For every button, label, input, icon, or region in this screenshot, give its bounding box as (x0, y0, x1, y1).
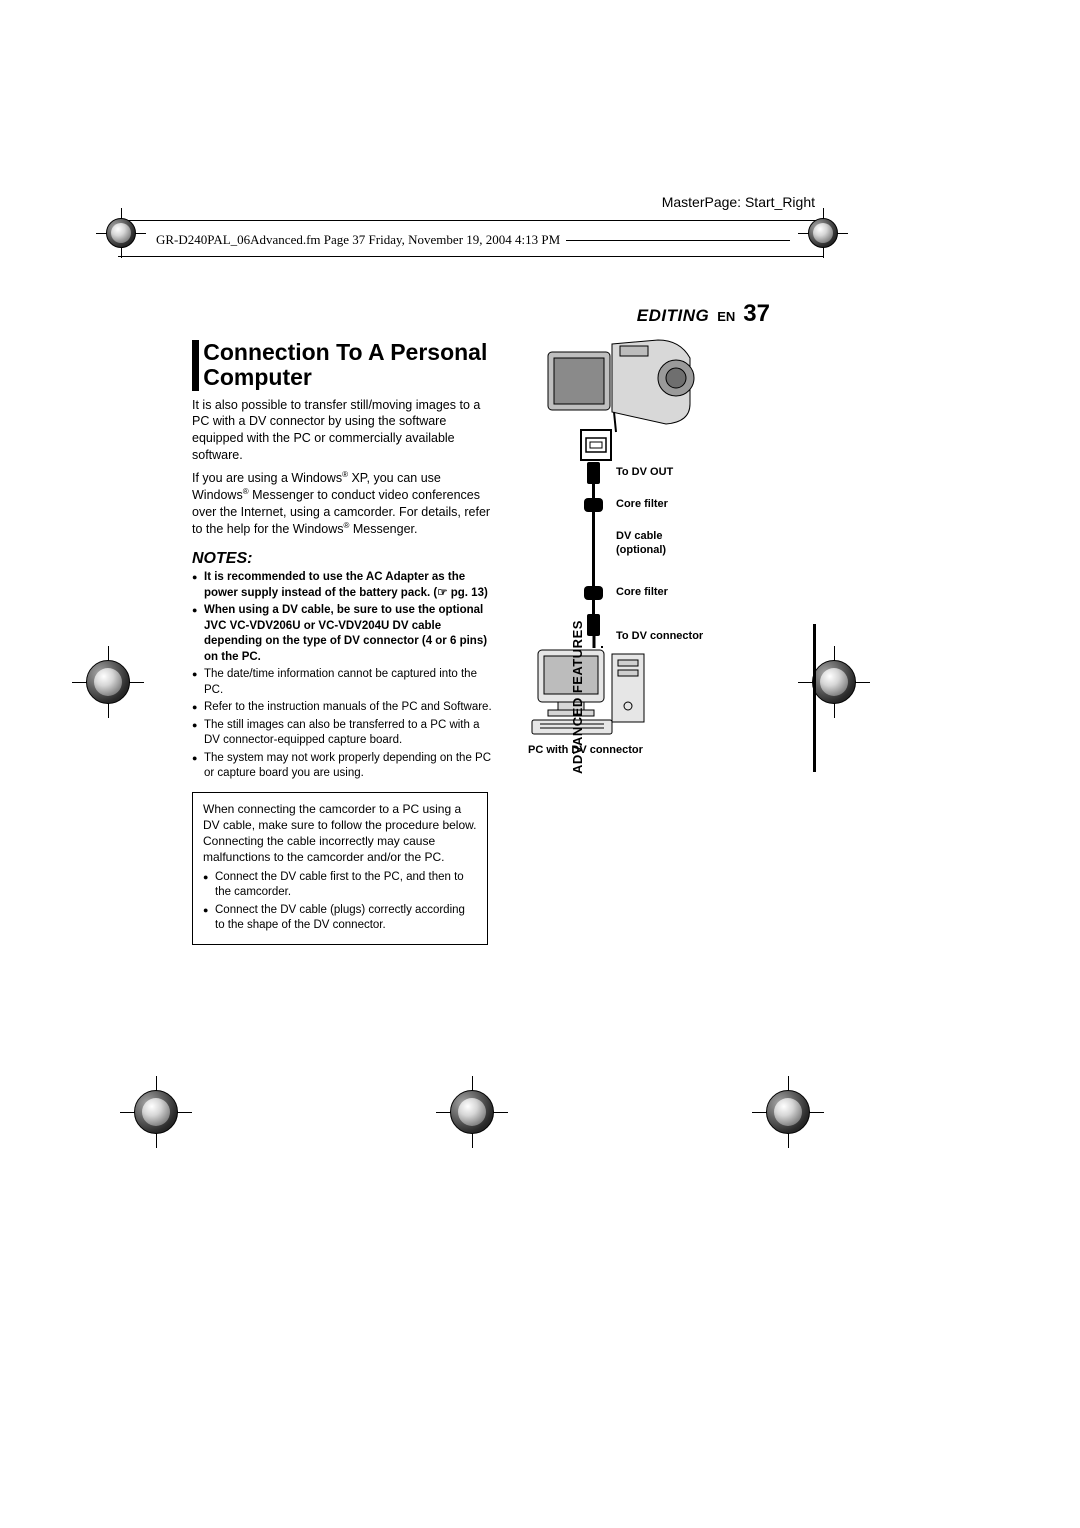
content-right-column: To DV OUT Core filter DV cable (optional… (520, 334, 770, 774)
regmark-bottom-right (766, 1090, 810, 1134)
notes-item: The system may not work properly dependi… (192, 751, 492, 782)
side-tab: ADVANCED FEATURES (796, 624, 814, 774)
dv-port-glyph-icon (585, 437, 607, 453)
regmark-bottom-left (134, 1090, 178, 1134)
label-dv-connector: To DV connector (616, 630, 703, 644)
masterpage-label: MasterPage: Start_Right (662, 194, 815, 210)
connection-step: Connect the DV cable (plugs) correctly a… (203, 903, 477, 934)
publication-path-text: GR-D240PAL_06Advanced.fm Page 37 Friday,… (150, 232, 566, 248)
regmark-left-upper (86, 660, 130, 704)
regmark-bottom-center (450, 1090, 494, 1134)
article-title-text: Connection To A Personal Computer (203, 340, 492, 391)
notes-item: It is recommended to use the AC Adapter … (192, 570, 492, 601)
publication-footer-path: GR-D240PAL_06Advanced.fm Page 37 Friday,… (150, 232, 790, 248)
intro-p2d: Messenger. (349, 522, 417, 536)
article-title: Connection To A Personal Computer (192, 340, 492, 391)
dv-port-callout-icon (580, 429, 612, 461)
notes-item: Refer to the instruction manuals of the … (192, 700, 492, 716)
label-dv-cable: DV cable (optional) (616, 530, 696, 558)
connection-box-intro: When connecting the camcorder to a PC us… (203, 801, 477, 866)
cable-to-pc-line (588, 634, 608, 650)
page-number: 37 (743, 300, 770, 328)
title-accent-bar (192, 340, 199, 391)
label-pc: PC with DV connector (528, 744, 643, 756)
cable-plug-bottom (587, 614, 600, 636)
header-frame-bottom (118, 256, 824, 257)
notes-heading: NOTES: (192, 550, 492, 568)
side-tab-bar (813, 624, 816, 772)
notes-item: The date/time information cannot be capt… (192, 667, 492, 698)
intro-paragraph-2: If you are using a Windows® XP, you can … (192, 470, 492, 538)
regmark-header-left (106, 218, 136, 248)
notes-list: It is recommended to use the AC Adapter … (192, 570, 492, 782)
dv-cable-line (592, 462, 595, 632)
section-title: EDITING (637, 306, 709, 326)
header-rule (566, 240, 790, 241)
label-dv-out: To DV OUT (616, 466, 673, 480)
page-root: MasterPage: Start_Right GR-D240PAL_06Adv… (0, 0, 1080, 1528)
intro-p2a: If you are using a Windows (192, 471, 342, 485)
notes-item: The still images can also be transferred… (192, 718, 492, 749)
section-lang: EN (717, 309, 735, 324)
connection-box-list: Connect the DV cable first to the PC, an… (203, 870, 477, 934)
connection-step: Connect the DV cable first to the PC, an… (203, 870, 477, 901)
camcorder-icon (540, 334, 700, 442)
regmark-header-right (808, 218, 838, 248)
intro-paragraph-1: It is also possible to transfer still/mo… (192, 397, 492, 465)
pc-icon (528, 646, 658, 738)
core-filter-bottom (584, 586, 603, 600)
connection-diagram: To DV OUT Core filter DV cable (optional… (520, 334, 770, 774)
regmark-right-upper (812, 660, 856, 704)
connection-procedure-box: When connecting the camcorder to a PC us… (192, 792, 488, 945)
side-tab-text: ADVANCED FEATURES (570, 620, 585, 774)
section-header: EDITING EN 37 (520, 300, 770, 328)
label-core-filter-bottom: Core filter (616, 586, 668, 600)
label-core-filter-top: Core filter (616, 498, 668, 512)
content-left-column: Connection To A Personal Computer It is … (192, 334, 492, 945)
notes-item: When using a DV cable, be sure to use th… (192, 603, 492, 665)
